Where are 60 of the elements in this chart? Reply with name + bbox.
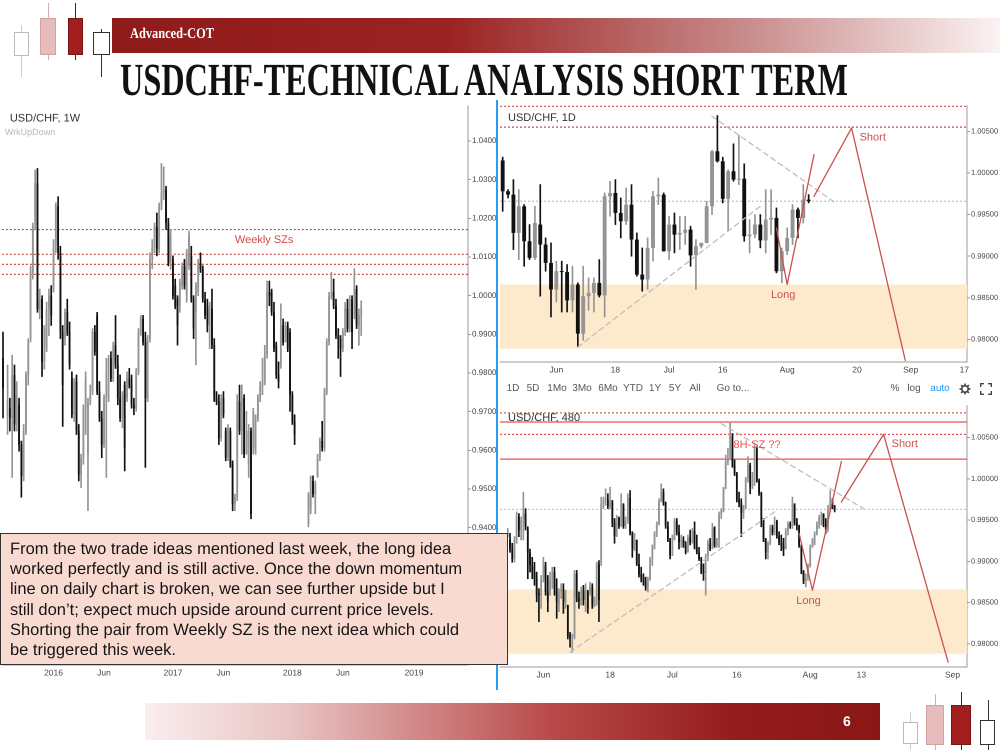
y-tick-label: 1.0200 [472,214,498,223]
text: % [890,383,900,395]
x-tick-label: 18 [610,364,620,374]
text: 5D [526,383,540,395]
y-tick-label: 1.0100 [472,252,498,262]
text: USDCHF-TECHNICAL ANALYSIS SHORT TERM [120,54,848,105]
text: 5Y [668,383,682,395]
y-tick-label: 1.0000 [472,290,498,300]
x-tick-label: Aug [802,669,818,680]
text: USD/CHF, 480 [508,412,580,424]
y-tick-label: 0.9500 [472,484,498,494]
x-tick-label: Sep [944,669,960,680]
text: 3Mo [572,383,592,395]
text: Go to... [716,383,750,395]
x-tick-label: 2019 [404,667,424,678]
text: 1Y [648,383,662,395]
x-tick-label: 2017 [163,667,183,678]
text: All [689,383,701,395]
x-tick-label: Sep [903,364,918,374]
ref-line-label: Weekly SZs [234,234,294,246]
text: 6Mo [598,383,618,395]
x-tick-label: Jul [666,669,678,680]
data-label: Long [796,594,821,607]
x-tick-label: Jun [536,669,550,680]
y-tick-label: 0.9600 [472,446,498,455]
data-label: Long [770,289,796,302]
x-tick-label: 13 [856,669,866,680]
y-tick-label: 1.0300 [472,174,498,184]
x-tick-label: Aug [780,364,796,374]
x-tick-label: 20 [852,364,862,374]
x-tick-label: Jun [550,364,564,374]
y-tick-label: 0.9700 [472,406,498,416]
y-tick-label: 0.9900 [472,330,498,339]
x-tick-label: 2016 [44,667,64,678]
text: USD/CHF, 1W [10,112,81,124]
y-tick-label: 0.9800 [472,368,498,378]
x-tick-label: Jun [336,667,350,678]
x-tick-label: 18 [605,669,616,680]
text: YTD [623,383,643,395]
annotation: From the two trade ideas mentioned last week, the long idea worked perfectly and is still active. Once the down momentum line on daily chart is broken, we can see further upside but I still don’t; expect much upside around current price levels. Shorting the pair from Weekly SZ is the next idea which could be triggered this week. [10,539,464,660]
text: log [907,383,921,395]
x-tick-label: Jun [216,667,231,678]
x-tick-label: 2018 [282,667,302,678]
ref-line-label: 8H-SZ ?? [734,438,781,451]
y-tick-label: 0.9400 [472,522,498,532]
x-tick-label: Jun [97,667,112,678]
x-tick-label: 17 [960,364,970,374]
text: 1D [506,383,520,395]
text: Advanced-COT [130,26,214,43]
x-tick-label: 16 [718,364,728,374]
data-label: Short [892,438,918,450]
text: WrkUpDown [4,126,56,137]
data-label: Short [860,132,886,144]
text: 6 [843,713,851,729]
text: 1Mo [547,383,567,395]
x-tick-label: 16 [732,669,742,680]
text: USD/CHF, 1D [508,112,576,124]
x-tick-label: Jul [664,364,675,374]
y-tick-label: 1.0400 [472,136,498,146]
text: auto [930,383,950,395]
